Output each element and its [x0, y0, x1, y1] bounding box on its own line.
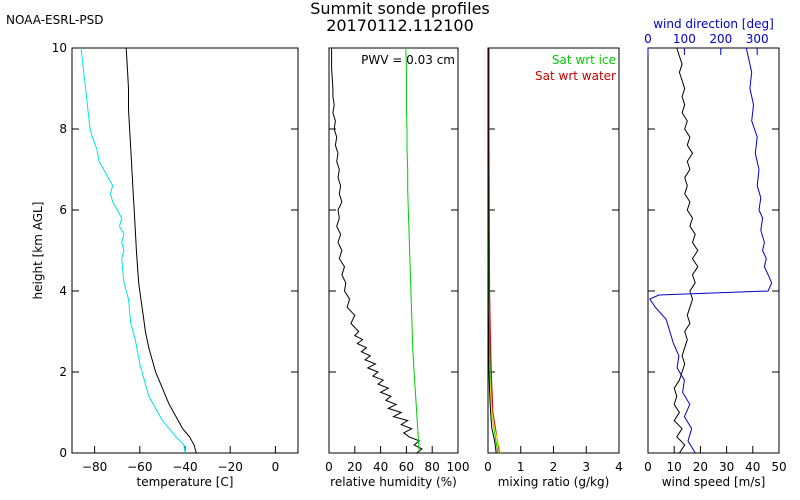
mixing-x-label: mixing ratio (g/kg): [498, 475, 610, 489]
org-label: NOAA-ESRL-PSD: [6, 13, 103, 27]
chart-title: Summit sonde profiles: [310, 0, 490, 18]
wind-direction-label: wind direction [deg]: [653, 17, 774, 31]
mixing-x-tick-label: 2: [550, 460, 558, 474]
wind-frame: [647, 47, 780, 454]
humidity-x-label: relative humidity (%): [330, 475, 457, 489]
temperature-x-tick-label: −80: [82, 460, 107, 474]
mixing-x-tick-label: 0: [484, 460, 492, 474]
wind-direction-tick-label: 100: [673, 32, 696, 46]
temperature-x-tick-label: −20: [218, 460, 243, 474]
temperature-frame: [71, 47, 299, 454]
temperature-x-label: temperature [C]: [137, 475, 234, 489]
wind-panel: 0 10 20 30 40 50 wind speed [m/s] 0 100 200 300win…: [644, 17, 786, 489]
mixing-x-tick-label: 1: [517, 460, 525, 474]
mixing-panel: 0 1 2 3 4 mixing ratio (g/kg) Sat wrt ice Sat w…: [484, 47, 623, 489]
y-tick-label: 4: [59, 284, 67, 298]
temperature-series-0-line: [125, 48, 197, 453]
wind-direction-tick-label: 300: [746, 32, 769, 46]
wind-direction-tick-label: 200: [709, 32, 732, 46]
humidity-x-tick-label: 0: [325, 460, 333, 474]
wind-series-0-line: [673, 48, 699, 453]
wind-direction-tick-label: 0: [644, 32, 652, 46]
y-tick-label: 10: [52, 41, 67, 55]
temperature-x-tick-label: −40: [172, 460, 197, 474]
wind-series-1-line: [649, 48, 773, 453]
wind-x-tick-label: 20: [693, 460, 708, 474]
mixing-x-tick-label: 4: [615, 460, 623, 474]
humidity-series-0-line: [331, 48, 423, 453]
temperature-x-tick-label: 0: [272, 460, 280, 474]
humidity-x-tick-label: 20: [347, 460, 362, 474]
wind-x-tick-label: 0: [644, 460, 652, 474]
mixing-series-3-line: [488, 48, 497, 453]
y-axis-label: height [km AGL]: [31, 202, 45, 300]
y-tick-label: 8: [59, 122, 67, 136]
temperature-panel: −80 −60 −40 −20 0 temperature [C] 0 2 4 6 8 10 heigh…: [31, 41, 299, 489]
mixing-legend-entry: Sat wrt ice: [552, 53, 616, 67]
chart-subtitle: 20170112.112100: [326, 16, 474, 35]
mixing-series-2-line: [489, 371, 501, 453]
wind-x-tick-label: 50: [771, 460, 786, 474]
temperature-series-1-line: [80, 48, 186, 453]
temperature-x-tick-label: −60: [127, 460, 152, 474]
humidity-series-1-line: [405, 48, 420, 453]
humidity-x-tick-label: 80: [425, 460, 440, 474]
mixing-series-1-line: [488, 48, 500, 453]
humidity-pwv-annotation: PWV = 0.03 cm: [361, 53, 455, 67]
mixing-frame: [487, 47, 620, 454]
wind-x-tick-label: 10: [667, 460, 682, 474]
wind-x-label: wind speed [m/s]: [662, 475, 766, 489]
y-tick-label: 0: [59, 446, 67, 460]
humidity-x-tick-label: 100: [447, 460, 470, 474]
y-tick-label: 6: [59, 203, 67, 217]
humidity-x-tick-label: 40: [373, 460, 388, 474]
mixing-x-tick-label: 3: [582, 460, 590, 474]
wind-x-tick-label: 30: [719, 460, 734, 474]
humidity-frame: [328, 47, 459, 454]
y-tick-label: 2: [59, 365, 67, 379]
wind-x-tick-label: 40: [745, 460, 760, 474]
mixing-legend-entry: Sat wrt water: [535, 69, 616, 83]
humidity-x-tick-label: 60: [399, 460, 414, 474]
